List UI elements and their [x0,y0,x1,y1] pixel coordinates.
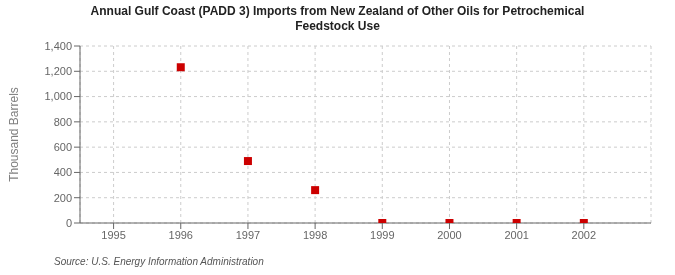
svg-text:1998: 1998 [303,229,327,241]
svg-text:1996: 1996 [169,229,193,241]
svg-text:Thousand Barrels: Thousand Barrels [8,87,21,182]
svg-text:0: 0 [66,217,72,229]
svg-text:1997: 1997 [236,229,260,241]
svg-text:1999: 1999 [370,229,394,241]
svg-text:1,200: 1,200 [44,65,72,77]
svg-text:1,400: 1,400 [44,40,72,52]
svg-text:2000: 2000 [437,229,461,241]
svg-text:1995: 1995 [101,229,125,241]
svg-text:2001: 2001 [504,229,528,241]
svg-text:2002: 2002 [572,229,596,241]
svg-text:1,000: 1,000 [44,90,72,102]
html-text:Feedstock Use: Feedstock Use [295,19,380,33]
html-text:Annual Gulf Coast (PADD 3) Imp: Annual Gulf Coast (PADD 3) Imports from … [90,4,585,18]
svg-text:600: 600 [54,141,72,153]
svg-text:200: 200 [54,192,72,204]
html-text:Source: U.S. Energy Informatio: Source: U.S. Energy Information Administ… [54,256,264,267]
svg-text:800: 800 [54,116,72,128]
svg-text:400: 400 [54,166,72,178]
